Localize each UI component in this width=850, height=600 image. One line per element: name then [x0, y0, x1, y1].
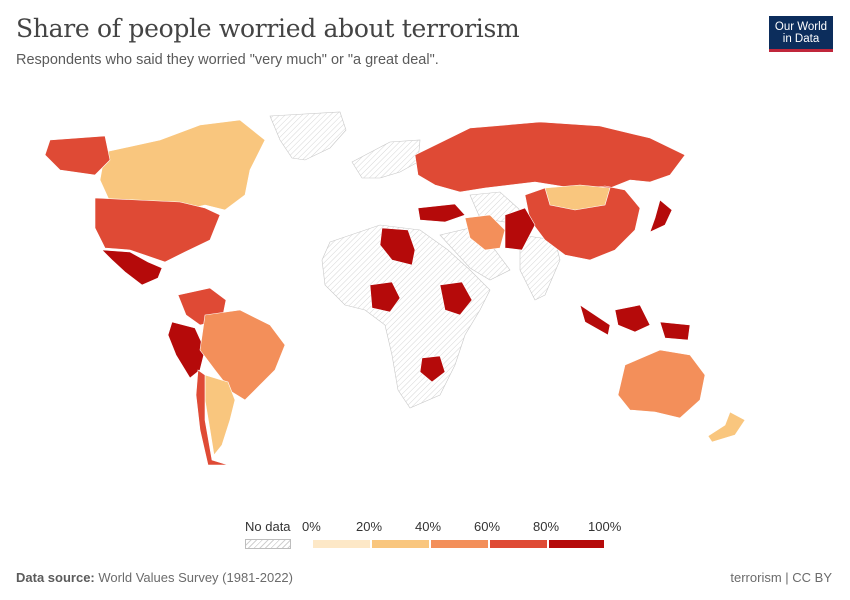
legend-bin-4[interactable] — [548, 539, 605, 549]
chart-title: Share of people worried about terrorism — [16, 14, 520, 43]
region-libya — [379, 227, 416, 266]
region-chile — [195, 369, 229, 466]
region-canada — [99, 119, 266, 211]
europe-nodata — [351, 139, 421, 179]
logo-line-2: in Data — [782, 33, 820, 45]
legend-tick-100: 100% — [588, 519, 622, 534]
africa-nodata — [321, 224, 491, 409]
region-iran — [464, 214, 506, 251]
region-brazil — [199, 309, 286, 401]
footer-license[interactable]: terrorism | CC BY — [730, 570, 832, 585]
legend-nodata-label: No data — [245, 519, 291, 534]
region-japan — [649, 199, 673, 233]
legend-bin-0[interactable] — [312, 539, 371, 549]
region-turkey — [417, 203, 466, 223]
greenland — [269, 111, 347, 161]
logo-line-1: Our World — [774, 21, 828, 33]
region-mongolia — [544, 184, 611, 211]
legend-bin-1[interactable] — [371, 539, 430, 549]
legend-tick-20: 20% — [356, 519, 383, 534]
region-russia — [414, 121, 686, 193]
legend-tick-60: 60% — [474, 519, 501, 534]
legend-tick-80: 80% — [533, 519, 560, 534]
region-nigeria — [369, 281, 401, 313]
legend-bin-3[interactable] — [489, 539, 548, 549]
region-indonesia — [579, 304, 691, 341]
nodata-regions — [269, 111, 561, 409]
source-label: Data source: — [16, 570, 95, 585]
region-australia — [617, 349, 706, 419]
legend-tick-40: 40% — [415, 519, 442, 534]
region-new-zealand — [707, 411, 746, 443]
colored-regions — [44, 119, 746, 466]
region-zimbabwe — [419, 355, 446, 383]
source-link[interactable]: World Values Survey (1981-2022) — [98, 570, 293, 585]
legend-bin-2[interactable] — [430, 539, 489, 549]
chart-subtitle: Respondents who said they worried "very … — [16, 52, 439, 68]
region-united-states — [44, 135, 221, 263]
region-mexico — [101, 249, 163, 286]
legend-tick-0: 0% — [302, 519, 321, 534]
world-map[interactable] — [0, 100, 850, 510]
region-ethiopia — [439, 281, 473, 316]
owid-logo[interactable]: Our World in Data — [769, 16, 833, 52]
region-pakistan — [504, 207, 536, 251]
region-argentina — [204, 374, 236, 456]
legend-nodata-swatch — [245, 539, 291, 549]
footer-source: Data source: World Values Survey (1981-2… — [16, 570, 293, 585]
region-peru — [167, 321, 206, 379]
